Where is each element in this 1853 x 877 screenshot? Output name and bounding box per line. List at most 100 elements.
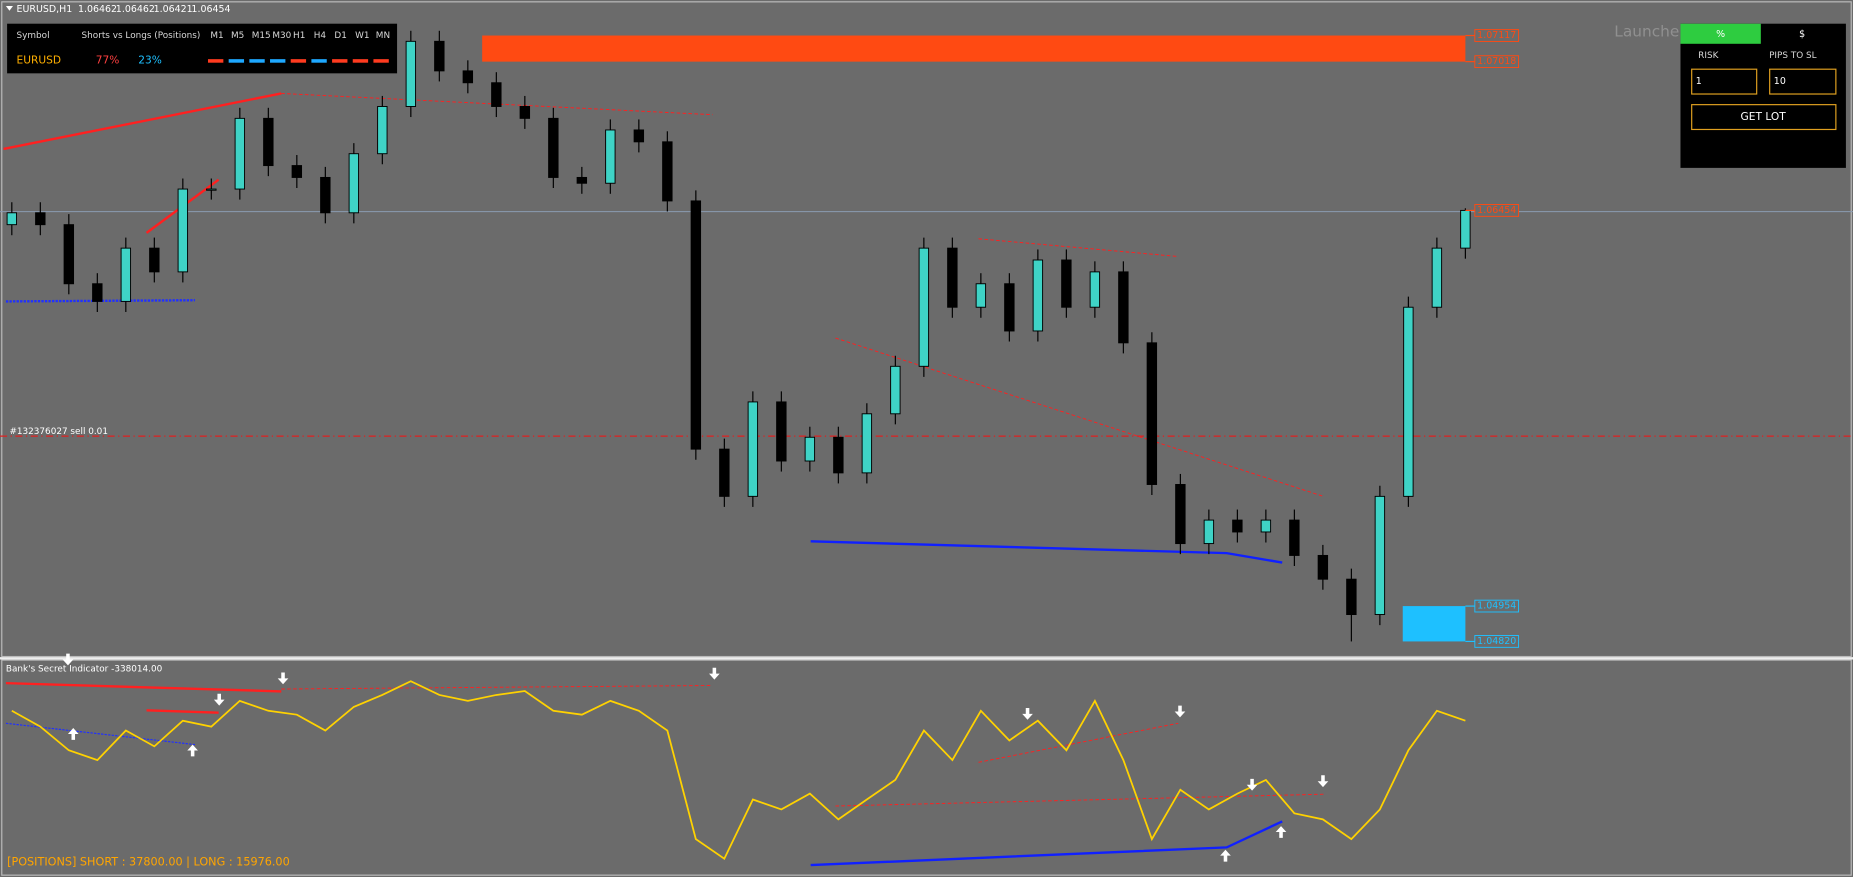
candle-body bbox=[1089, 271, 1101, 308]
timeframe-label: W1 bbox=[355, 31, 369, 41]
dollar-tab-label[interactable]: $ bbox=[1799, 29, 1805, 40]
percent-tab-label: % bbox=[1716, 29, 1725, 40]
candle-body bbox=[1118, 271, 1129, 344]
candle-body bbox=[1175, 484, 1186, 545]
price-label-box bbox=[1474, 55, 1520, 69]
trend-line bbox=[810, 820, 1283, 867]
timeframe-signal bbox=[228, 59, 245, 63]
candle-body bbox=[1232, 519, 1243, 533]
indicator-line bbox=[11, 680, 1466, 861]
candle-body bbox=[605, 129, 616, 184]
info-panel bbox=[7, 23, 398, 74]
candle-body bbox=[234, 117, 246, 190]
price-label: 1.04954 bbox=[1477, 601, 1516, 612]
pips-label: PIPS TO SL bbox=[1769, 51, 1817, 61]
timeframe-label: M5 bbox=[231, 31, 244, 41]
candle-body bbox=[1289, 519, 1300, 556]
candle-body bbox=[1317, 554, 1329, 580]
candle-body bbox=[405, 40, 417, 107]
risk-label: RISK bbox=[1698, 51, 1718, 61]
candle-body bbox=[1032, 259, 1044, 332]
price-label: 1.04820 bbox=[1477, 636, 1516, 647]
candle-body bbox=[1374, 495, 1386, 616]
trend-line bbox=[281, 685, 1324, 807]
candle-body bbox=[690, 200, 702, 450]
positions-summary: [POSITIONS] SHORT : 37800.00 | LONG : 15… bbox=[7, 856, 290, 869]
candle-body bbox=[890, 365, 901, 415]
candle-body bbox=[6, 212, 18, 226]
symbol-header: Symbol bbox=[17, 31, 50, 41]
candle-body bbox=[548, 117, 559, 178]
timeframe-label: MN bbox=[376, 31, 390, 41]
timeframe-signal bbox=[332, 59, 348, 63]
timeframe-signal bbox=[352, 59, 369, 63]
indicator bbox=[11, 680, 1466, 861]
get-lot-button[interactable] bbox=[1691, 104, 1837, 131]
candle-body bbox=[719, 448, 730, 497]
indicator-pane-border bbox=[1, 659, 1852, 876]
candle-body bbox=[861, 413, 873, 474]
timeframe-signal bbox=[373, 59, 389, 63]
candle-body bbox=[35, 212, 46, 226]
percent-tab[interactable] bbox=[1680, 23, 1761, 44]
candle-body bbox=[491, 82, 502, 107]
candle-body bbox=[776, 401, 787, 462]
candle-body bbox=[804, 436, 816, 462]
pips-value: 10 bbox=[1774, 76, 1786, 87]
menu-triangle[interactable] bbox=[5, 5, 13, 11]
candle-body bbox=[63, 224, 75, 285]
risk-value: 1 bbox=[1696, 76, 1702, 87]
price-label: 1.06454 bbox=[1477, 205, 1516, 216]
pips-input[interactable] bbox=[1769, 68, 1837, 95]
price-label: 1.07018 bbox=[1477, 56, 1516, 67]
candle-body bbox=[519, 106, 531, 119]
candles bbox=[6, 30, 1471, 642]
get-lot-label: GET LOT bbox=[1741, 110, 1787, 123]
zones bbox=[482, 35, 1466, 642]
timeframe-signal bbox=[249, 59, 265, 63]
candle-body bbox=[206, 188, 217, 191]
candle-body bbox=[462, 70, 474, 84]
trend-line bbox=[810, 540, 1283, 564]
timeframe-label: H4 bbox=[314, 31, 327, 41]
candle-body bbox=[149, 247, 160, 273]
symbol: EURUSD bbox=[17, 53, 62, 66]
candle-body bbox=[1146, 342, 1158, 485]
timeframe-label: M30 bbox=[272, 31, 291, 41]
header-price: 1.06454 bbox=[191, 4, 230, 15]
candle-body bbox=[1203, 519, 1215, 545]
launcher-panel bbox=[1680, 23, 1846, 168]
price-label-box bbox=[1474, 635, 1520, 648]
timeframe-label: M1 bbox=[210, 31, 223, 41]
order-label: #132376027 sell 0.01 bbox=[9, 427, 108, 437]
candle-body bbox=[320, 176, 331, 214]
price-labels: 1.07117 1.07018 1.06454 1.04954 1.04820 bbox=[1465, 29, 1520, 648]
candle-body bbox=[1061, 259, 1072, 308]
price-label: 1.07117 bbox=[1477, 30, 1516, 41]
candle-body bbox=[263, 117, 274, 167]
timeframe-signal bbox=[311, 59, 327, 63]
timeframe-signal bbox=[207, 59, 224, 63]
candle-body bbox=[975, 283, 987, 308]
timeframe-signal bbox=[290, 59, 307, 63]
price-label-box bbox=[1474, 599, 1520, 613]
candle-body bbox=[1403, 306, 1414, 497]
timeframe-label: D1 bbox=[334, 31, 346, 41]
candle-body bbox=[120, 247, 132, 302]
ratio-header: Shorts vs Longs (Positions) bbox=[82, 31, 201, 41]
candle-body bbox=[576, 176, 588, 184]
candle-body bbox=[947, 247, 958, 308]
risk-input[interactable] bbox=[1691, 68, 1758, 95]
candle-body bbox=[1260, 519, 1272, 533]
candle-body bbox=[1346, 578, 1357, 616]
launcher-title: Launcher bbox=[1614, 22, 1686, 40]
candle-body bbox=[177, 188, 189, 273]
candle-body bbox=[633, 129, 645, 143]
candle-body bbox=[1460, 209, 1471, 249]
candle-body bbox=[918, 247, 930, 367]
indicator-title: Bank's Secret Indicator -338014.00 bbox=[6, 664, 163, 674]
candle-body bbox=[1431, 247, 1443, 308]
timeframe-signal bbox=[270, 59, 286, 63]
